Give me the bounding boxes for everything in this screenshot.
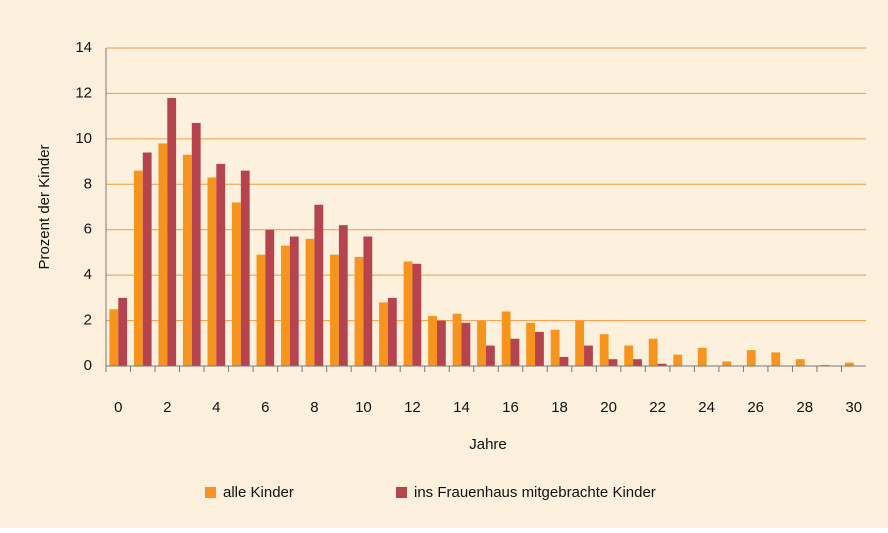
bar <box>281 245 290 366</box>
legend-label: ins Frauenhaus mitgebrachte Kinder <box>414 484 656 501</box>
bar <box>771 352 781 366</box>
x-tick-label: 28 <box>796 399 813 416</box>
bar <box>575 320 585 366</box>
bar <box>379 302 388 366</box>
bar <box>158 143 168 366</box>
bar <box>436 320 446 366</box>
bar <box>338 225 348 366</box>
bar <box>354 256 364 366</box>
bar <box>657 363 667 366</box>
legend-swatch <box>205 487 216 498</box>
bar <box>109 309 119 366</box>
x-tick-label: 24 <box>698 399 715 416</box>
bar <box>133 170 143 366</box>
x-tick-label: 6 <box>261 399 269 416</box>
x-tick-label: 30 <box>845 399 862 416</box>
y-tick-label: 2 <box>84 312 92 329</box>
bar <box>265 229 275 366</box>
bar <box>535 331 544 366</box>
legend-label: alle Kinder <box>223 484 294 501</box>
bar <box>746 350 756 366</box>
bar <box>624 345 634 366</box>
bar <box>403 261 413 366</box>
y-tick-label: 6 <box>84 221 92 238</box>
bar <box>461 322 471 366</box>
y-tick-label: 8 <box>84 175 92 192</box>
x-tick-label: 14 <box>453 399 470 416</box>
bar <box>428 316 437 366</box>
x-tick-label: 2 <box>163 399 171 416</box>
bar <box>477 320 486 366</box>
x-tick-label: 22 <box>649 399 666 416</box>
bar <box>550 329 560 366</box>
bar <box>501 311 511 366</box>
bar <box>256 254 266 366</box>
bar <box>452 313 462 366</box>
x-tick-label: 4 <box>212 399 220 416</box>
y-tick-label: 4 <box>84 266 92 283</box>
x-tick-label: 26 <box>747 399 764 416</box>
bar <box>216 163 226 366</box>
bar <box>673 354 683 366</box>
y-tick-label: 0 <box>84 357 92 374</box>
bar <box>599 334 609 366</box>
bar <box>305 238 315 366</box>
bar <box>486 345 495 366</box>
y-axis-title: Prozent der Kinder <box>36 144 53 269</box>
x-tick-label: 20 <box>600 399 617 416</box>
bar <box>232 202 241 366</box>
bar <box>314 204 324 366</box>
bar <box>330 254 339 366</box>
x-tick-label: 8 <box>310 399 318 416</box>
bar <box>697 347 707 366</box>
bar <box>648 338 658 366</box>
bar <box>191 122 201 366</box>
x-tick-label: 12 <box>404 399 421 416</box>
bar <box>510 338 520 366</box>
x-tick-label: 10 <box>355 399 372 416</box>
bar <box>633 359 642 366</box>
bar <box>167 97 177 366</box>
bar <box>182 154 192 366</box>
bar <box>608 359 618 366</box>
y-tick-label: 14 <box>75 39 92 56</box>
legend-swatch <box>396 487 407 498</box>
bar <box>820 364 830 366</box>
x-tick-label: 0 <box>114 399 122 416</box>
bar <box>412 263 422 366</box>
x-axis-title: Jahre <box>469 436 507 453</box>
bar <box>240 170 250 366</box>
x-tick-label: 16 <box>502 399 519 416</box>
x-tick-label: 18 <box>551 399 568 416</box>
bar <box>207 177 217 366</box>
bar <box>387 297 397 366</box>
bar <box>584 345 593 366</box>
bar <box>722 361 732 366</box>
bar <box>118 297 128 366</box>
bar <box>844 362 854 366</box>
bar <box>142 152 152 366</box>
bar <box>559 356 569 366</box>
y-tick-label: 10 <box>75 130 92 147</box>
bar <box>795 359 805 366</box>
bar <box>363 236 373 366</box>
bar <box>289 236 299 366</box>
bar <box>526 322 536 366</box>
y-tick-label: 12 <box>75 84 92 101</box>
